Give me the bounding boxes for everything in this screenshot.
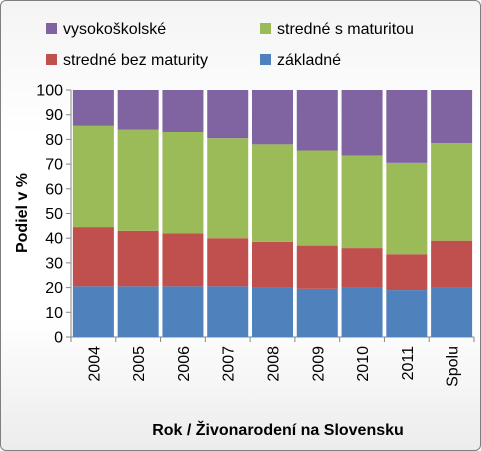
x-tick-label: 2009 (310, 346, 327, 382)
bar-segment (207, 238, 249, 287)
y-tick-label: 70 (45, 157, 63, 174)
legend-label: základné (277, 52, 341, 69)
bar-stack-2010 (341, 90, 383, 337)
y-tick-label: 50 (45, 206, 63, 223)
bar-stack-2008 (252, 90, 293, 337)
y-tick-label: 60 (45, 181, 63, 198)
bar-segment (431, 287, 473, 337)
y-tick-label: 30 (45, 255, 63, 272)
bar-segment (207, 138, 249, 239)
bar-segment (162, 90, 204, 132)
bar-segment (117, 90, 159, 130)
bar-segment (431, 143, 473, 241)
bar-segment (252, 90, 293, 145)
bar-segment (386, 290, 428, 337)
bar-segment (341, 287, 383, 337)
x-tick-label: 2011 (400, 346, 417, 381)
bar-segment (431, 90, 473, 144)
bar-segment (252, 144, 293, 242)
bar-segment (252, 241, 293, 288)
bar-stack-2005 (117, 90, 159, 337)
bar-segment (162, 131, 204, 234)
bar-segment (296, 245, 338, 289)
bar-segment (341, 155, 383, 249)
bar-segment (72, 227, 114, 287)
bar-segment (341, 90, 383, 156)
legend-label: vysokoškolské (63, 21, 166, 38)
y-tick-label: 40 (45, 231, 63, 248)
bar-segment (117, 230, 159, 287)
legend: vysokoškolské stredné s maturitou stredné … (46, 21, 414, 69)
legend-swatch (46, 23, 57, 34)
y-tick-label: 90 (45, 107, 63, 124)
x-tick-label: 2007 (221, 346, 238, 382)
bar-segment (162, 233, 204, 287)
bar-segment (207, 90, 249, 139)
y-tick-label: 10 (45, 305, 63, 322)
bar-segment (162, 286, 204, 337)
x-axis-title: Rok / Živonarodení na Slovensku (152, 420, 404, 439)
x-ticks: 2004 2005 2006 2007 2008 2009 2010 2011 Spolu (70, 337, 475, 387)
x-tick-label: 2004 (86, 346, 103, 382)
bar-segment (386, 254, 428, 291)
bars (72, 90, 473, 337)
bar-segment (117, 129, 159, 231)
y-tick-label: 0 (54, 330, 63, 347)
legend-label: stredné bez maturity (63, 52, 208, 69)
y-tick-label: 20 (45, 280, 63, 297)
bar-stack-2004 (72, 90, 114, 337)
bar-segment (341, 248, 383, 288)
bar-segment (252, 287, 293, 337)
bar-stack-Spolu (431, 90, 473, 337)
bar-segment (296, 150, 338, 246)
x-tick-label: 2010 (355, 346, 372, 382)
bar-stack-2009 (296, 90, 338, 337)
bar-segment (117, 286, 159, 337)
x-tick-label: 2005 (131, 346, 148, 382)
y-tick-label: 80 (45, 132, 63, 149)
legend-swatch (46, 54, 57, 65)
bar-segment (72, 90, 114, 126)
legend-label: stredné s maturitou (277, 21, 414, 38)
bar-segment (207, 286, 249, 337)
bar-segment (386, 90, 428, 163)
legend-swatch (260, 23, 271, 34)
bar-stack-2006 (162, 90, 204, 337)
bar-segment (72, 125, 114, 228)
x-tick-label: 2008 (266, 346, 283, 382)
y-ticks: 0 10 20 30 40 50 60 70 80 90 100 (36, 83, 71, 347)
y-axis-title: Podiel v % (14, 173, 31, 253)
bar-segment (72, 286, 114, 337)
bar-stack-2007 (207, 90, 249, 337)
bar-segment (296, 288, 338, 337)
x-tick-label: Spolu (445, 346, 462, 387)
legend-swatch (260, 54, 271, 65)
bar-segment (431, 240, 473, 288)
y-tick-label: 100 (36, 83, 63, 100)
bar-segment (296, 90, 338, 151)
x-tick-label: 2006 (176, 346, 193, 382)
bar-stack-2011 (386, 90, 428, 337)
bar-segment (386, 162, 428, 255)
